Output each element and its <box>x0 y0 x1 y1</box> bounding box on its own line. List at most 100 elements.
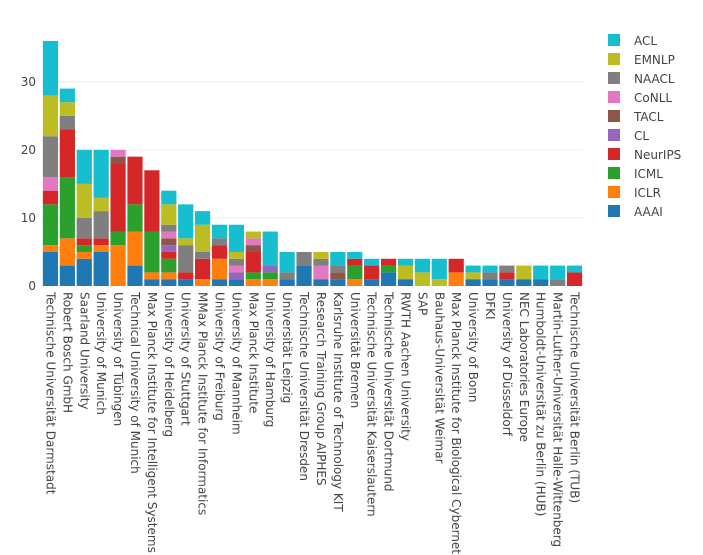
x-tick-label: Technische Universität Dresden <box>297 291 311 481</box>
bar-segment-acl <box>347 251 363 259</box>
x-tick-label: Bauhaus-Universität Weimar <box>432 292 446 464</box>
legend-label: TACL <box>633 110 664 124</box>
y-tick-label: 0 <box>28 279 36 293</box>
bar-segment-naacl <box>161 224 177 232</box>
legend-swatch <box>608 72 620 84</box>
x-tick-label: Technische Universität Berlin (TUB) <box>568 291 582 503</box>
legend-item-tacl[interactable]: TACL <box>608 110 664 124</box>
x-tick-label: University of Bonn <box>466 292 480 403</box>
bar-segment-naacl <box>330 265 346 273</box>
x-tick-label: Karlsruhe Institute of Technology KIT <box>331 292 345 512</box>
bar-segment-conll <box>228 265 245 273</box>
bar-segment-icml <box>76 245 92 252</box>
bar-segment-emnlp <box>245 231 261 239</box>
bar-segment-tacl <box>330 272 346 280</box>
bar-segment-naacl <box>499 265 515 273</box>
bar-segment-icml <box>380 265 397 273</box>
bar-segment-tacl <box>245 245 261 252</box>
bar-segment-tacl <box>161 238 177 246</box>
bar-segment-emnlp <box>465 272 481 280</box>
legend-item-acl[interactable]: ACL <box>608 34 657 48</box>
bar-segment-emnlp <box>59 102 75 116</box>
bar-segment-iclr <box>144 272 160 280</box>
bar-segment-conll <box>313 265 329 280</box>
legend-item-icml[interactable]: ICML <box>608 167 663 181</box>
bar-segment-aaai <box>93 251 109 286</box>
bar-segment-neurips <box>127 156 143 205</box>
legend-label: EMNLP <box>634 53 675 67</box>
legend-swatch <box>608 186 620 198</box>
bar-segment-aaai <box>59 265 75 286</box>
bar-segment-neurips <box>245 251 261 273</box>
x-tick-label: Max Planck Institute for Biological Cybe… <box>449 292 463 555</box>
x-tick-label: Max Planck Institute <box>246 292 260 413</box>
bar-segment-acl <box>397 258 414 266</box>
legend[interactable]: ACL EMNLP NAACL CoNLL TACL CL NeurIPS ICML ICLR A… <box>608 34 681 219</box>
bar-segment-naacl <box>195 251 211 259</box>
bar-segment-neurips <box>448 258 464 273</box>
bar-segment-icml <box>127 204 143 232</box>
bar-segment-conll <box>110 149 126 157</box>
bar-segment-neurips <box>42 190 59 205</box>
x-tick-label: MMax Planck Institute for Informatics <box>196 292 210 515</box>
bar-segment-conll <box>161 231 177 239</box>
x-tick-label: Technische Universität Darmstadt <box>43 291 57 495</box>
bar-segment-neurips <box>566 272 583 286</box>
legend-label: CoNLL <box>634 91 672 105</box>
bar-segment-acl <box>414 258 430 273</box>
bar-segment-neurips <box>178 272 194 280</box>
x-tick-label: SAP <box>415 292 429 315</box>
x-tick-label: University of Hamburg <box>263 292 277 427</box>
bar-segment-acl <box>533 265 549 280</box>
bar-segment-naacl <box>178 245 194 273</box>
legend-swatch <box>608 53 620 65</box>
legend-item-neurips[interactable]: NeurIPS <box>608 148 681 162</box>
x-tick-label: Martin-Luther-Universität Halle-Wittenbe… <box>551 292 565 547</box>
legend-item-naacl[interactable]: NAACL <box>608 72 675 86</box>
bar-segment-aaai <box>161 279 177 286</box>
bar-segment-conll <box>245 238 261 246</box>
bar-segment-aaai <box>397 279 414 286</box>
x-tick-label: Universität Leipzig <box>280 292 294 403</box>
bar-segment-iclr <box>211 258 228 280</box>
bar-segment-iclr <box>262 279 278 286</box>
bar-segment-cl <box>161 245 177 252</box>
bar-segment-neurips <box>364 265 380 280</box>
bar-segment-neurips <box>59 129 75 178</box>
bar-segment-acl <box>431 258 447 280</box>
bar-segment-aaai <box>380 272 397 286</box>
bar-segment-aaai <box>127 265 143 286</box>
legend-item-iclr[interactable]: ICLR <box>608 186 661 200</box>
bar-segment-iclr <box>245 279 261 286</box>
bar-segment-emnlp <box>76 183 92 218</box>
bar-segment-emnlp <box>42 95 59 137</box>
x-axis-ticks: Technische Universität Darmstadt Robert B… <box>43 291 581 555</box>
y-axis-ticks: 0 10 20 30 <box>21 75 36 293</box>
legend-label: NAACL <box>634 72 675 86</box>
x-tick-label: DFKI <box>483 292 497 320</box>
bar-segment-icml <box>59 177 75 239</box>
bar-segment-aaai <box>228 279 245 286</box>
bar-segments <box>42 40 583 286</box>
bar-segment-naacl <box>279 272 295 280</box>
bar-segment-emnlp <box>161 204 177 225</box>
bar-segment-tacl <box>110 156 126 164</box>
legend-item-aaai[interactable]: AAAI <box>608 205 663 219</box>
legend-item-emnlp[interactable]: EMNLP <box>608 53 675 67</box>
legend-item-cl[interactable]: CL <box>608 129 649 143</box>
bar-segment-aaai <box>313 279 329 286</box>
bar-segment-emnlp <box>414 272 430 286</box>
legend-item-conll[interactable]: CoNLL <box>608 91 672 105</box>
legend-label: AAAI <box>634 205 663 219</box>
bar-segment-iclr <box>448 272 464 286</box>
bar-segment-aaai <box>330 279 346 286</box>
bar-segment-naacl <box>296 251 312 266</box>
bar-segment-naacl <box>228 258 245 266</box>
bar-segment-naacl <box>211 238 228 246</box>
bar-segment-acl <box>550 265 566 280</box>
bar-segment-aaai <box>144 279 160 286</box>
x-tick-label: University of Stuttgart <box>179 292 193 426</box>
legend-label: ICLR <box>634 186 661 200</box>
bar-segment-neurips <box>380 258 397 266</box>
x-tick-label: University of Düsseldorf <box>500 292 514 437</box>
